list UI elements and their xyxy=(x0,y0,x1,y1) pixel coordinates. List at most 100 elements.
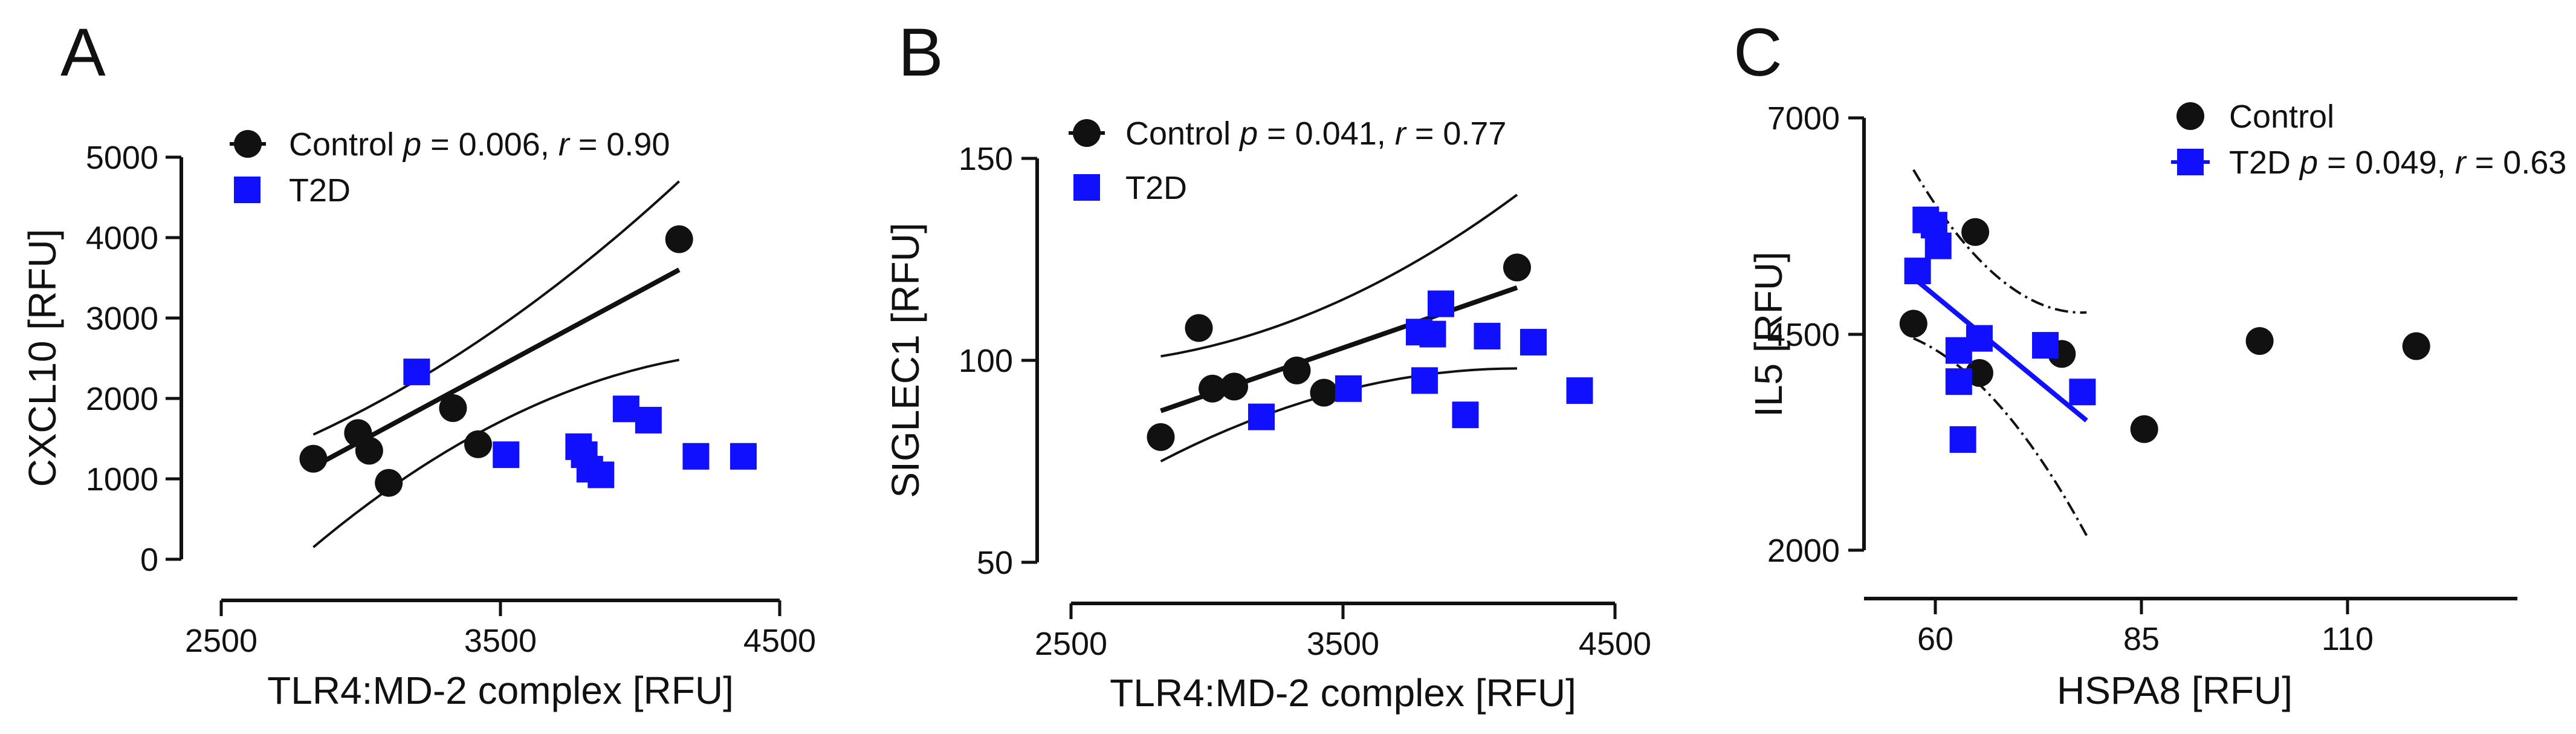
panel-c-legend: Control T2D p = 0.049, r = 0.63 xyxy=(2171,99,2566,181)
panel-c-xtick-label: 85 xyxy=(2123,621,2160,657)
panel-c: C 2000 4500 7000 60 85 110 HSPA8 [RFU] I… xyxy=(1733,15,2566,712)
panel-c-t2d-point xyxy=(2032,332,2059,359)
panel-c-ci-lower-curve xyxy=(1913,337,2088,536)
panel-c-t2d-point xyxy=(1966,325,1993,352)
panel-b-legend-t2d-label: T2D xyxy=(1125,170,1187,206)
panel-c-plot-area xyxy=(1899,169,2430,536)
panel-a-control-point xyxy=(665,225,693,253)
panel-a-control-point xyxy=(375,469,403,497)
panel-a-ytick-label: 3000 xyxy=(86,300,158,337)
panel-b-x-axis-label: TLR4:MD-2 complex [RFU] xyxy=(1110,671,1576,715)
panel-a-legend: Control p = 0.006, r = 0.90 T2D xyxy=(230,126,670,209)
panel-a-control-point xyxy=(355,437,383,465)
panel-a: A 0 1000 2000 3000 4000 5000 2500 3500 4… xyxy=(21,15,816,712)
panel-a-ytick-label: 0 xyxy=(140,542,158,578)
panel-c-legend-control-label: Control xyxy=(2229,99,2334,135)
panel-c-control-point xyxy=(1899,310,1927,338)
panel-b-xtick-label: 4500 xyxy=(1579,626,1651,662)
panel-a-ytick-label: 4000 xyxy=(86,220,158,256)
panel-a-t2d-point xyxy=(635,406,662,434)
panel-a-xtick-label: 2500 xyxy=(185,623,257,659)
panel-b-control-point xyxy=(1147,423,1175,451)
panel-b: B 50 100 150 2500 3500 4500 TLR4:MD-2 co… xyxy=(884,15,1651,715)
panel-b-t2d-point xyxy=(1248,403,1275,430)
panel-c-t2d-point xyxy=(2069,378,2096,406)
panel-b-t2d-point xyxy=(1428,290,1454,317)
panel-c-regression-line xyxy=(1912,276,2088,423)
panel-c-t2d-point xyxy=(1924,232,1952,259)
panel-b-ytick-label: 50 xyxy=(977,545,1013,581)
panel-c-control-point xyxy=(1965,359,1993,387)
panel-c-x-ticks: 60 85 110 xyxy=(1917,599,2374,657)
panel-c-control-point xyxy=(2402,332,2430,360)
panel-b-legend-control-marker xyxy=(1073,119,1101,147)
panel-c-y-axis-label: IL5 [RFU] xyxy=(1747,252,1790,417)
panel-a-control-point xyxy=(464,430,493,458)
panel-c-t2d-point xyxy=(1949,426,1976,453)
panel-c-ytick-label: 4500 xyxy=(1767,317,1840,353)
panel-b-legend-control-text: Control p = 0.041, r = 0.77 xyxy=(1125,115,1506,152)
panel-c-control-point xyxy=(2245,326,2274,355)
panel-c-control-point xyxy=(2130,415,2158,443)
panel-a-t2d-point xyxy=(612,395,639,423)
panel-a-legend-control-marker xyxy=(234,130,262,158)
panel-b-legend: Control p = 0.041, r = 0.77 T2D xyxy=(1069,115,1506,206)
panel-a-t2d-point xyxy=(682,443,710,470)
panel-c-ytick-label: 7000 xyxy=(1767,100,1840,137)
panel-c-x-axis-label: HSPA8 [RFU] xyxy=(2057,669,2293,712)
panel-b-control-point xyxy=(1199,374,1226,403)
panel-a-ytick-label: 2000 xyxy=(86,381,158,417)
panel-b-plot-area xyxy=(1147,193,1593,463)
panel-c-t2d-point xyxy=(1904,258,1931,285)
panel-b-t2d-point xyxy=(1419,320,1446,348)
panel-a-xtick-label: 4500 xyxy=(743,623,816,659)
panel-c-ytick-label: 2000 xyxy=(1767,533,1840,569)
panel-c-legend-t2d-text: T2D p = 0.049, r = 0.63 xyxy=(2229,145,2566,181)
panel-b-ytick-label: 150 xyxy=(959,141,1013,177)
panel-a-t2d-point xyxy=(730,443,757,470)
panel-a-control-point xyxy=(299,444,328,473)
panel-a-t2d-point xyxy=(493,441,520,469)
panel-a-control-point xyxy=(439,394,467,422)
panel-a-ytick-label: 1000 xyxy=(86,461,158,498)
panel-b-t2d-point xyxy=(1566,377,1593,404)
panel-a-regression-line xyxy=(312,267,681,469)
panel-b-legend-t2d-marker xyxy=(1073,174,1100,201)
panel-b-y-ticks: 50 100 150 xyxy=(959,141,1037,581)
panel-b-y-axis-label: SIGLEC1 [RFU] xyxy=(884,222,927,498)
panel-c-letter: C xyxy=(1733,15,1782,90)
panel-a-t2d-point xyxy=(587,461,615,489)
panel-b-control-point xyxy=(1185,314,1213,342)
panel-b-ytick-label: 100 xyxy=(959,343,1013,379)
panel-a-x-axis-label: TLR4:MD-2 complex [RFU] xyxy=(267,669,734,712)
panel-b-x-ticks: 2500 3500 4500 xyxy=(1035,603,1651,662)
panel-b-t2d-point xyxy=(1474,322,1501,349)
panel-b-t2d-point xyxy=(1411,367,1438,394)
panel-b-xtick-label: 3500 xyxy=(1307,626,1379,662)
panel-b-control-point xyxy=(1283,356,1311,385)
panel-a-letter: A xyxy=(60,15,106,90)
panel-c-legend-control-marker xyxy=(2176,102,2204,130)
panel-c-legend-t2d-marker xyxy=(2177,149,2204,175)
panel-c-y-ticks: 2000 4500 7000 xyxy=(1767,100,1864,569)
panel-a-ci-lower-curve xyxy=(312,359,680,548)
panel-a-t2d-point xyxy=(403,359,430,386)
panel-a-plot-area xyxy=(299,180,757,548)
panel-c-xtick-label: 110 xyxy=(2322,621,2374,657)
panel-b-letter: B xyxy=(898,15,943,90)
panel-c-control-point xyxy=(1961,218,1990,246)
panel-a-xtick-label: 3500 xyxy=(464,623,537,659)
panel-a-legend-t2d-marker xyxy=(234,177,261,203)
panel-b-control-point xyxy=(1503,253,1531,282)
panel-a-x-ticks: 2500 3500 4500 xyxy=(185,600,816,659)
panel-b-control-point xyxy=(1220,372,1248,401)
panel-a-ci-upper-curve xyxy=(312,180,681,436)
panel-b-xtick-label: 2500 xyxy=(1035,626,1107,662)
panel-b-control-point xyxy=(1310,378,1338,407)
panel-a-legend-control-text: Control p = 0.006, r = 0.90 xyxy=(289,126,670,163)
panel-a-y-ticks: 0 1000 2000 3000 4000 5000 xyxy=(86,140,181,578)
panel-a-legend-t2d-label: T2D xyxy=(289,172,351,209)
panel-c-t2d-point xyxy=(1945,368,1972,395)
